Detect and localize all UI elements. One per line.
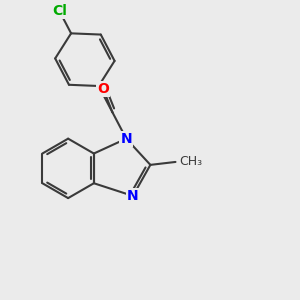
Text: O: O <box>97 82 109 96</box>
Text: N: N <box>127 189 139 203</box>
Text: CH₃: CH₃ <box>179 155 203 169</box>
Text: Cl: Cl <box>52 4 67 18</box>
Text: N: N <box>120 132 132 146</box>
